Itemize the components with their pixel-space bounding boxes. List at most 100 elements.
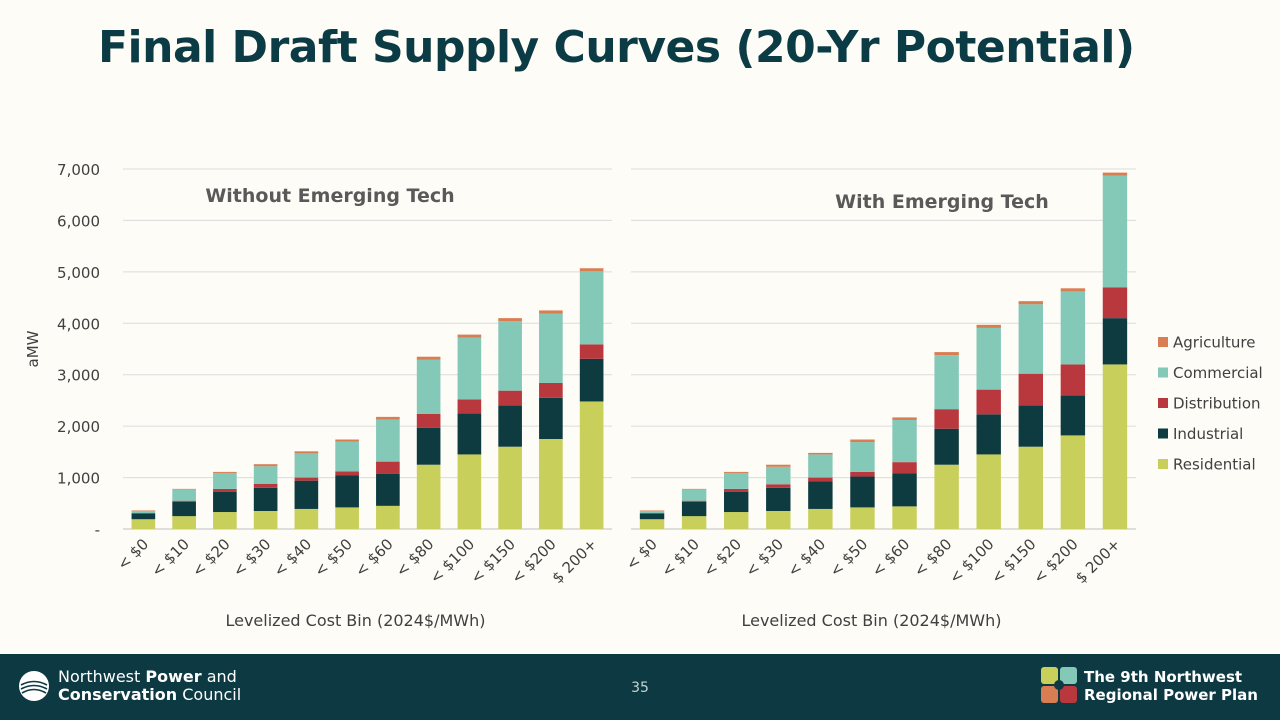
bar-distribution (1102, 287, 1128, 319)
bar-distribution (253, 483, 278, 488)
bar-residential (213, 512, 237, 529)
bar-agriculture (892, 417, 917, 420)
org-name: Northwest Power and Conservation Council (58, 667, 242, 704)
bar-industrial (579, 358, 604, 402)
x-tick-label: $ 200+ (1072, 535, 1124, 587)
bar-agriculture (294, 451, 319, 454)
bar-agriculture (1018, 301, 1043, 305)
bar-distribution (457, 399, 482, 414)
legend-label: Industrial (1173, 425, 1243, 443)
bar-agriculture (934, 352, 959, 356)
x-tick-label: < $200 (1030, 535, 1082, 587)
chart-title: Without Emerging Tech (205, 185, 454, 207)
bar-agriculture (1102, 172, 1128, 176)
bar-residential (1102, 364, 1128, 529)
bar-commercial (892, 419, 917, 463)
legend-swatch (1158, 367, 1168, 378)
bar-residential (1018, 446, 1043, 529)
x-tick-label: < $30 (742, 535, 787, 580)
legend-label: Agriculture (1173, 334, 1256, 352)
bar-residential (416, 464, 441, 529)
bar-commercial (539, 313, 563, 383)
bar-residential (892, 506, 917, 529)
bar-agriculture (639, 510, 665, 511)
bar-distribution (213, 488, 237, 492)
bar-residential (253, 511, 278, 529)
bar-residential (850, 507, 875, 529)
bar-commercial (681, 489, 707, 501)
bar-residential (766, 511, 791, 529)
x-tick-label: < $40 (270, 535, 315, 580)
bar-distribution (934, 409, 959, 429)
bar-commercial (724, 472, 749, 489)
bar-distribution (766, 484, 791, 488)
bar-distribution (681, 500, 707, 502)
legend-label: Distribution (1173, 395, 1261, 413)
bar-industrial (294, 480, 319, 509)
bar-residential (1060, 435, 1086, 529)
y-tick-label: 7,000 (57, 161, 100, 179)
y-tick-label: 2,000 (57, 418, 100, 436)
bar-distribution (976, 389, 1001, 415)
bar-industrial (724, 491, 749, 513)
x-tick-label: < $20 (700, 535, 745, 580)
x-tick-label: < $150 (988, 535, 1040, 587)
bar-distribution (416, 413, 441, 428)
bar-commercial (639, 511, 665, 514)
bar-residential (681, 516, 707, 529)
bar-commercial (579, 271, 604, 345)
y-tick-label: 5,000 (57, 264, 100, 282)
bar-commercial (976, 327, 1001, 390)
bar-commercial (131, 511, 156, 514)
bar-distribution (131, 513, 156, 514)
bar-industrial (335, 475, 359, 508)
x-tick-label: < $50 (311, 535, 356, 580)
bar-commercial (416, 359, 441, 414)
x-tick-label: < $0 (622, 535, 660, 573)
page-title: Final Draft Supply Curves (20-Yr Potenti… (98, 22, 1135, 73)
bar-agriculture (335, 439, 359, 442)
bar-agriculture (539, 310, 563, 314)
bar-commercial (1018, 304, 1043, 374)
bar-distribution (579, 344, 604, 359)
bar-agriculture (808, 452, 833, 455)
bar-agriculture (416, 356, 441, 360)
bar-industrial (639, 513, 665, 520)
bar-industrial (1102, 318, 1128, 365)
bar-industrial (376, 473, 400, 506)
bar-agriculture (1060, 288, 1086, 292)
bar-industrial (934, 428, 959, 465)
x-tick-label: < $60 (351, 535, 396, 580)
bar-agriculture (253, 464, 278, 467)
plan-name: The 9th Northwest Regional Power Plan (1084, 668, 1258, 704)
bar-distribution (724, 488, 749, 492)
x-tick-label: < $100 (946, 535, 998, 587)
legend-label: Commercial (1173, 364, 1263, 382)
bar-industrial (457, 413, 482, 455)
bar-industrial (808, 481, 833, 509)
bar-agriculture (976, 324, 1001, 328)
bar-commercial (1102, 175, 1128, 288)
chart-area: - 1,000 2,000 3,000 4,000 5,000 6,000 7,000 aMW W… (24, 161, 1263, 630)
x-tick-label: < $10 (148, 535, 193, 580)
bar-industrial (766, 487, 791, 511)
bar-residential (934, 464, 959, 529)
y-tick-label: 4,000 (57, 315, 100, 333)
bar-commercial (172, 489, 196, 501)
bar-residential (639, 519, 665, 529)
bar-residential (131, 519, 156, 529)
bar-agriculture (376, 416, 400, 420)
bar-industrial (1018, 405, 1043, 447)
x-tick-label: < $100 (426, 535, 478, 587)
bar-residential (172, 516, 196, 529)
bar-commercial (850, 442, 875, 472)
bar-agriculture (172, 488, 196, 490)
x-tick-label: < $0 (114, 535, 152, 573)
bar-industrial (976, 414, 1001, 455)
bar-commercial (457, 337, 482, 400)
bar-distribution (639, 513, 665, 514)
x-axis-label: Levelized Cost Bin (2024$/MWh) (741, 611, 1001, 630)
bar-agriculture (498, 318, 522, 322)
x-tick-label: < $200 (508, 535, 560, 587)
x-tick-label: < $10 (658, 535, 703, 580)
